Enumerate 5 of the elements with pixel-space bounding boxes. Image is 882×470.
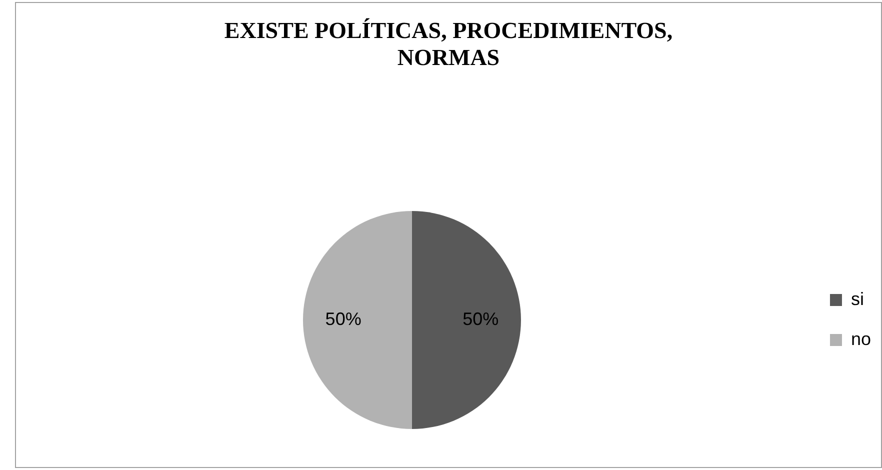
data-label: 50% [325, 308, 362, 329]
legend-label: no [850, 328, 872, 349]
chart-title: EXISTE POLÍTICAS, PROCEDIMIENTOS, NORMAS [223, 17, 674, 71]
legend-label: si [850, 288, 864, 309]
data-label: 50% [462, 308, 499, 329]
